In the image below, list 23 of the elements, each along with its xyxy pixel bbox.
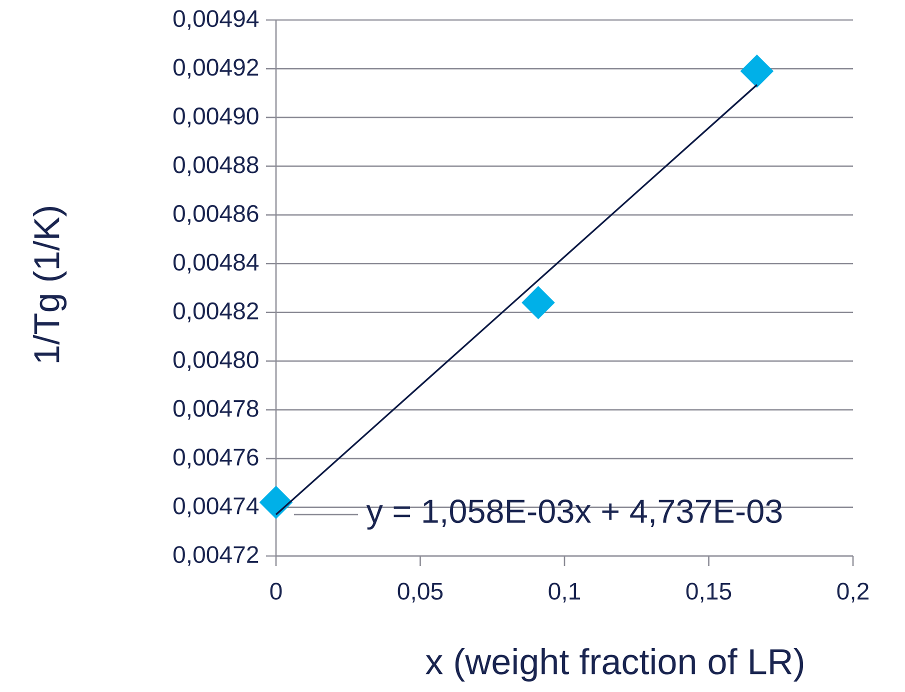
point bbox=[259, 486, 293, 519]
y-tick-label: 0,00472 bbox=[173, 546, 258, 566]
y-tick-label: 0,00480 bbox=[173, 351, 258, 372]
x-tick-label: 0,2 bbox=[837, 582, 868, 603]
point bbox=[740, 54, 774, 88]
x-tick-label: 0,15 bbox=[686, 582, 732, 603]
y-tick-label: 0,00490 bbox=[173, 108, 258, 128]
y-tick-label: 0,00482 bbox=[173, 302, 258, 322]
y-tick-label: 0,00486 bbox=[173, 204, 258, 225]
annotation: y = 1,058E-03x + 4,737E-03 bbox=[366, 499, 782, 530]
x-tick-label: 0,05 bbox=[398, 582, 443, 603]
y-tick-label: 0,00492 bbox=[173, 58, 258, 79]
y-tick-label: 0,00478 bbox=[173, 400, 258, 420]
point bbox=[522, 286, 555, 320]
y-axis-title: 1/Tg (1/K) bbox=[33, 207, 67, 362]
x-tick-label: 0,1 bbox=[548, 582, 580, 603]
y-tick-label: 0,00476 bbox=[173, 448, 258, 468]
y-tick-label: 0,00494 bbox=[173, 10, 259, 30]
x-axis-title: x (weight fraction of LR) bbox=[426, 648, 804, 682]
y-tick-label: 0,00474 bbox=[173, 497, 259, 518]
y-tick-label: 0,00488 bbox=[173, 156, 258, 176]
y-tick-label: 0,00484 bbox=[173, 254, 259, 274]
x-tick-label: 0 bbox=[270, 582, 282, 600]
